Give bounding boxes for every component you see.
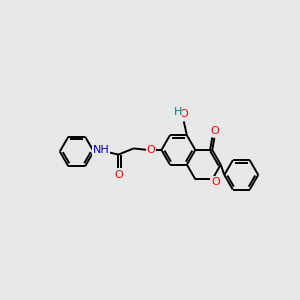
- Text: H: H: [173, 107, 182, 117]
- Text: O: O: [114, 170, 123, 180]
- Text: NH: NH: [93, 145, 110, 155]
- Text: O: O: [146, 145, 155, 155]
- Text: O: O: [211, 177, 220, 187]
- Text: O: O: [210, 126, 219, 136]
- Text: O: O: [179, 110, 188, 119]
